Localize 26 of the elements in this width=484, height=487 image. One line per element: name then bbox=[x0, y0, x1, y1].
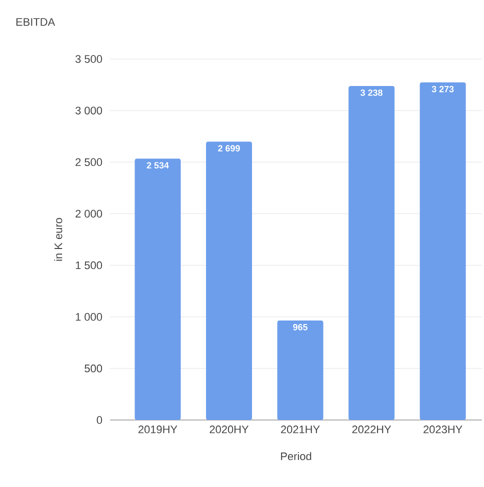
bar bbox=[134, 158, 181, 420]
x-tick-label: 2020HY bbox=[210, 426, 249, 434]
data-label: 3 238 bbox=[360, 90, 382, 96]
data-label: 2 699 bbox=[218, 145, 240, 152]
x-tick-label: 2019HY bbox=[138, 426, 178, 434]
data-label: 965 bbox=[293, 324, 308, 330]
y-tick-label: 0 bbox=[96, 416, 102, 424]
data-label: 3 273 bbox=[432, 86, 454, 92]
y-tick-label: 3 500 bbox=[75, 55, 102, 63]
y-tick-label: 1 500 bbox=[76, 261, 102, 270]
y-tick-label: 1 000 bbox=[76, 312, 102, 321]
y-tick-label: 2 500 bbox=[76, 158, 102, 166]
data-label: 2 534 bbox=[146, 162, 169, 169]
x-tick-label: 2021HY bbox=[281, 426, 320, 434]
y-tick-label: 3 000 bbox=[75, 106, 102, 114]
x-axis-title: Period bbox=[281, 452, 312, 460]
y-tick-label: 2 000 bbox=[76, 210, 102, 218]
y-axis-title: in K euro bbox=[54, 218, 62, 261]
bar bbox=[206, 142, 252, 420]
bar bbox=[277, 320, 324, 420]
chart-title: EBITDA bbox=[16, 18, 56, 26]
x-tick-label: 2023HY bbox=[424, 426, 462, 434]
x-tick-label: 2022HY bbox=[352, 426, 392, 434]
y-tick-label: 500 bbox=[84, 364, 102, 372]
bar bbox=[348, 86, 395, 420]
bar bbox=[420, 82, 466, 420]
